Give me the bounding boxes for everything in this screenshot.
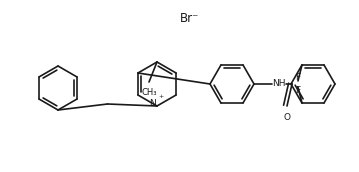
Text: F: F	[295, 73, 300, 82]
Text: Br⁻: Br⁻	[180, 12, 200, 24]
Text: O: O	[284, 113, 290, 122]
Text: N: N	[149, 99, 155, 108]
Text: F: F	[295, 86, 300, 95]
Text: CH₃: CH₃	[141, 88, 157, 97]
Text: NH: NH	[272, 78, 286, 88]
Text: +: +	[158, 94, 164, 99]
